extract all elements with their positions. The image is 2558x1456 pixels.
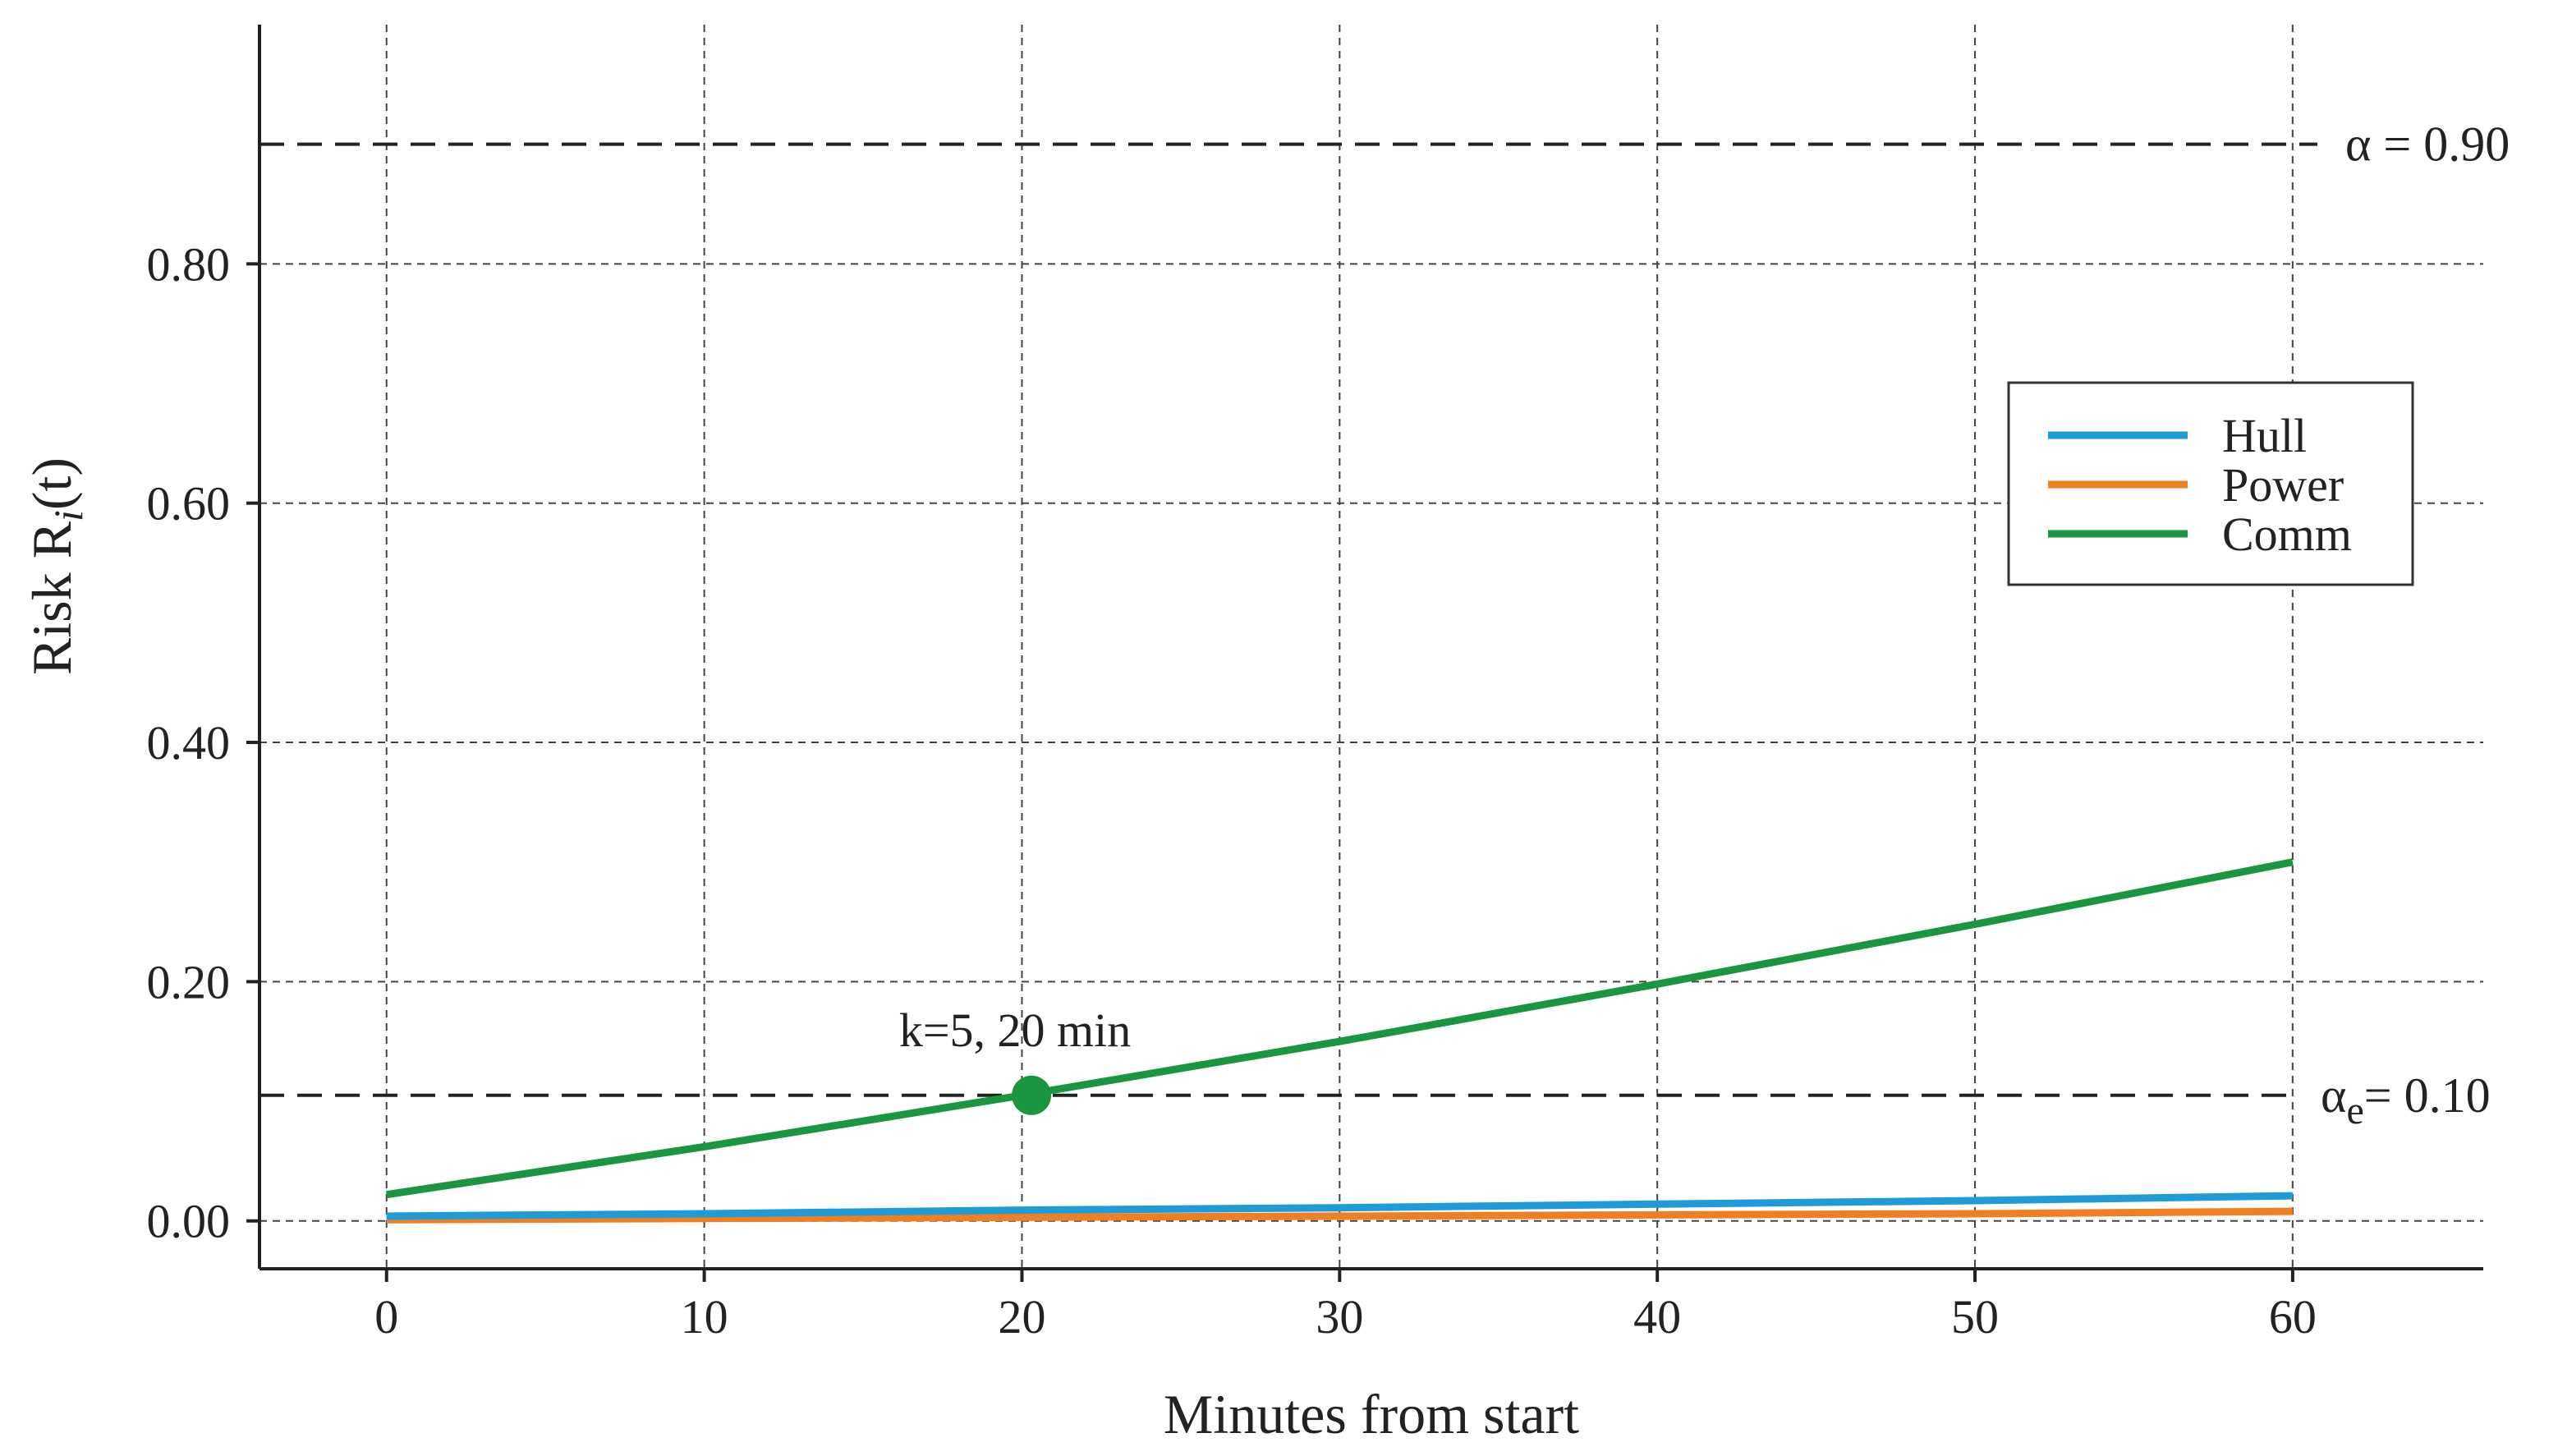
y-axis-title-main: Risk R (21, 521, 83, 675)
threshold-label: α = 0.90 (2345, 117, 2510, 172)
y-tick-label: 0.20 (147, 955, 231, 1008)
series-lines (386, 858, 2294, 1224)
legend-label-comm: Comm (2222, 508, 2352, 561)
threshold-lines: α = 0.90 αe= 0.10 (259, 117, 2510, 1132)
axes (258, 25, 2483, 1270)
x-tick-label: 0 (374, 1290, 398, 1343)
x-tick-label: 40 (1633, 1290, 1681, 1343)
series-line-hull (386, 1192, 2293, 1220)
marker-point (1012, 1075, 1052, 1115)
legend-label-hull: Hull (2222, 409, 2307, 462)
x-tick-label: 30 (1316, 1290, 1363, 1343)
x-tick-label: 50 (1951, 1290, 1999, 1343)
threshold-label: αe= 0.10 (2321, 1068, 2491, 1132)
x-tick-label: 10 (681, 1290, 728, 1343)
threshold-label-sub: e (2346, 1089, 2363, 1132)
y-axis-title-tail: (t) (21, 457, 83, 510)
y-tick-label: 0.40 (147, 716, 231, 769)
marker-label: k=5, 20 min (899, 1004, 1131, 1057)
series-line-comm (386, 858, 2294, 1199)
legend-label-power: Power (2222, 458, 2344, 512)
x-tick-label: 60 (2269, 1290, 2317, 1343)
series-line-power (386, 1207, 2293, 1224)
y-tick-label: 0.80 (147, 237, 231, 291)
y-axis-title: Risk Ri(t) (21, 457, 91, 675)
ticks: 0 10 20 30 40 50 60 0.00 0.20 0.40 0.60 0.80 (147, 237, 2317, 1343)
grid (259, 25, 2483, 1269)
x-axis-title: Minutes from start (1164, 1383, 1579, 1445)
x-tick-label: 20 (998, 1290, 1045, 1343)
threshold-label-value: = 0.10 (2364, 1068, 2491, 1123)
y-tick-label: 0.00 (147, 1195, 231, 1248)
threshold-label-main: α (2321, 1068, 2346, 1123)
y-axis-title-sub: i (45, 510, 91, 521)
y-tick-label: 0.60 (147, 477, 231, 530)
marker-layer: k=5, 20 min (899, 1004, 1131, 1115)
